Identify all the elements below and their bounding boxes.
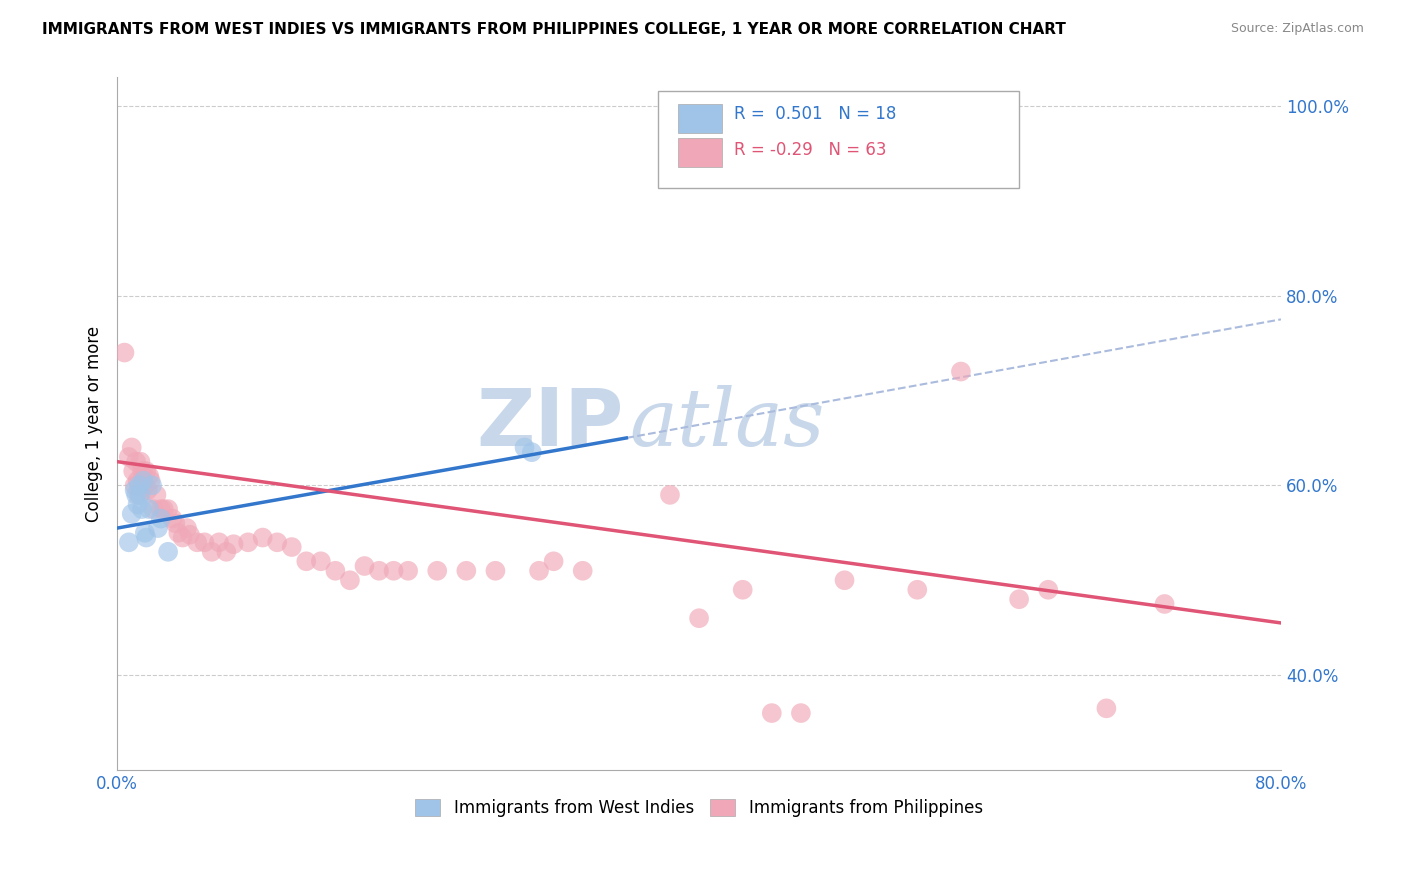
- Point: [121, 441, 143, 455]
- Text: Source: ZipAtlas.com: Source: ZipAtlas.com: [1230, 22, 1364, 36]
- Point: [834, 574, 856, 588]
- Text: ZIP: ZIP: [477, 384, 623, 463]
- Point: [295, 554, 318, 568]
- Point: [129, 488, 152, 502]
- Point: [186, 535, 208, 549]
- Point: [118, 535, 141, 549]
- Point: [688, 611, 710, 625]
- Point: [141, 478, 163, 492]
- Point: [136, 483, 159, 497]
- Point: [127, 474, 149, 488]
- Point: [309, 554, 332, 568]
- Point: [146, 521, 169, 535]
- Point: [114, 345, 136, 359]
- Point: [949, 365, 972, 379]
- Point: [142, 502, 165, 516]
- FancyBboxPatch shape: [678, 138, 723, 168]
- Point: [135, 464, 157, 478]
- Point: [134, 478, 156, 492]
- Point: [157, 502, 180, 516]
- Point: [124, 483, 146, 497]
- Y-axis label: College, 1 year or more: College, 1 year or more: [86, 326, 103, 522]
- Point: [118, 450, 141, 464]
- Point: [571, 564, 593, 578]
- Point: [129, 455, 152, 469]
- Point: [201, 545, 224, 559]
- Point: [208, 535, 231, 549]
- Point: [761, 706, 783, 720]
- Text: R = -0.29   N = 63: R = -0.29 N = 63: [734, 141, 887, 159]
- Point: [527, 564, 550, 578]
- Point: [149, 502, 172, 516]
- Point: [252, 531, 274, 545]
- Point: [127, 497, 149, 511]
- Point: [138, 502, 160, 516]
- Point: [124, 478, 146, 492]
- Point: [162, 511, 184, 525]
- Point: [165, 516, 187, 531]
- Point: [132, 464, 155, 478]
- Point: [513, 441, 536, 455]
- Point: [790, 706, 813, 720]
- Point: [152, 502, 174, 516]
- Point: [281, 540, 304, 554]
- Point: [426, 564, 449, 578]
- Point: [157, 545, 180, 559]
- Point: [131, 502, 153, 516]
- Legend: Immigrants from West Indies, Immigrants from Philippines: Immigrants from West Indies, Immigrants …: [409, 792, 990, 824]
- Point: [368, 564, 391, 578]
- Point: [167, 525, 190, 540]
- Point: [138, 469, 160, 483]
- Text: IMMIGRANTS FROM WEST INDIES VS IMMIGRANTS FROM PHILIPPINES COLLEGE, 1 YEAR OR MO: IMMIGRANTS FROM WEST INDIES VS IMMIGRANT…: [42, 22, 1066, 37]
- Point: [134, 525, 156, 540]
- Point: [353, 559, 375, 574]
- Point: [236, 535, 259, 549]
- Point: [339, 574, 361, 588]
- FancyBboxPatch shape: [678, 103, 723, 133]
- Point: [128, 478, 150, 492]
- Point: [125, 488, 148, 502]
- Point: [193, 535, 215, 549]
- Text: atlas: atlas: [630, 385, 825, 462]
- Point: [135, 531, 157, 545]
- Point: [132, 474, 155, 488]
- Point: [456, 564, 478, 578]
- Point: [222, 537, 245, 551]
- Point: [128, 488, 150, 502]
- Point: [543, 554, 565, 568]
- Point: [1008, 592, 1031, 607]
- Point: [131, 464, 153, 478]
- Point: [396, 564, 419, 578]
- Point: [659, 488, 682, 502]
- Point: [731, 582, 754, 597]
- Point: [1095, 701, 1118, 715]
- Text: R =  0.501   N = 18: R = 0.501 N = 18: [734, 105, 897, 123]
- Point: [1038, 582, 1060, 597]
- Point: [145, 488, 167, 502]
- Point: [172, 531, 194, 545]
- Point: [905, 582, 928, 597]
- Point: [382, 564, 405, 578]
- Point: [122, 464, 145, 478]
- Point: [139, 474, 162, 488]
- Point: [215, 545, 238, 559]
- Point: [125, 455, 148, 469]
- Point: [484, 564, 506, 578]
- Point: [176, 521, 198, 535]
- FancyBboxPatch shape: [658, 91, 1019, 188]
- Point: [325, 564, 347, 578]
- Point: [520, 445, 543, 459]
- Point: [266, 535, 288, 549]
- Point: [121, 507, 143, 521]
- Point: [1153, 597, 1175, 611]
- Point: [179, 527, 201, 541]
- Point: [149, 511, 172, 525]
